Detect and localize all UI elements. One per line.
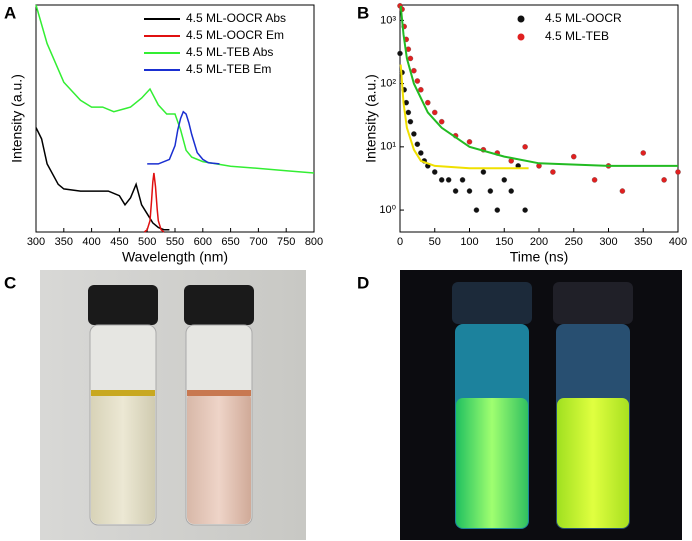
line <box>35 127 170 231</box>
point <box>397 50 403 57</box>
point <box>411 131 417 137</box>
x-tick-label: 0 <box>397 236 403 248</box>
y-tick-label: 10² <box>380 78 396 90</box>
photo-vials-uv <box>400 270 682 540</box>
point <box>438 118 445 125</box>
x-axis-title: Wavelength (nm) <box>122 249 228 265</box>
point <box>452 188 459 194</box>
x-tick-label: 250 <box>565 236 583 248</box>
x-tick-label: 100 <box>460 236 478 248</box>
point <box>431 109 438 116</box>
point <box>445 177 452 183</box>
point <box>480 169 487 175</box>
legend-label: 4.5 ML-TEB <box>545 29 609 43</box>
point <box>640 150 647 156</box>
point <box>418 150 424 156</box>
legend-label: 4.5 ML-TEB Abs <box>186 45 273 59</box>
x-tick-label: 350 <box>55 236 73 248</box>
point <box>550 169 556 175</box>
x-tick-label: 50 <box>429 236 441 248</box>
x-tick-label: 300 <box>27 236 45 248</box>
point <box>571 153 577 160</box>
legend-label: 4.5 ML-TEB Em <box>186 62 271 76</box>
x-tick-label: 500 <box>138 236 156 248</box>
photo-vials-daylight <box>40 270 306 540</box>
y-tick-label: 10¹ <box>380 141 396 153</box>
legend-label: 4.5 ML-OOCR Em <box>186 28 284 42</box>
legend-swatch <box>517 33 525 41</box>
panel-label: D <box>357 273 369 292</box>
x-tick-label: 300 <box>599 236 617 248</box>
y-tick-label: 10³ <box>380 14 396 26</box>
point <box>619 188 626 194</box>
legend-label: 4.5 ML-OOCR <box>545 11 622 25</box>
plot-frame <box>399 4 679 233</box>
point <box>407 55 414 62</box>
x-tick-label: 550 <box>166 236 184 248</box>
point <box>591 177 598 183</box>
x-tick-label: 400 <box>669 236 687 248</box>
x-tick-label: 600 <box>194 236 212 248</box>
point <box>661 177 667 183</box>
x-tick-label: 200 <box>530 236 548 248</box>
point <box>411 67 417 74</box>
point <box>522 207 528 213</box>
x-tick-label: 650 <box>221 236 239 248</box>
line <box>143 172 165 233</box>
x-tick-label: 700 <box>249 236 267 248</box>
x-axis-title: Time (ns) <box>510 249 569 265</box>
legend-swatch <box>517 15 525 23</box>
point <box>473 207 480 213</box>
panel-label: B <box>357 3 369 22</box>
x-tick-label: 750 <box>277 236 295 248</box>
legend-label: 4.5 ML-OOCR Abs <box>186 11 286 25</box>
y-axis-title: Intensity (a.u.) <box>363 74 379 163</box>
point <box>675 169 681 175</box>
point <box>425 99 431 106</box>
y-axis-title: Intensity (a.u.) <box>9 74 25 163</box>
x-tick-label: 150 <box>495 236 513 248</box>
panel-label: C <box>4 273 16 292</box>
point <box>418 86 424 93</box>
point <box>405 109 412 116</box>
point <box>438 177 445 183</box>
fit-line <box>399 64 529 170</box>
line <box>35 4 315 174</box>
point <box>459 177 466 183</box>
point <box>501 177 507 183</box>
x-tick-label: 800 <box>305 236 323 248</box>
point <box>494 207 501 213</box>
point <box>508 188 514 194</box>
point <box>414 141 421 147</box>
point <box>522 144 528 150</box>
point <box>414 78 421 84</box>
y-tick-label: 10⁰ <box>379 204 396 216</box>
fit-line <box>399 5 678 167</box>
point <box>487 188 494 194</box>
panel-label: A <box>4 3 16 22</box>
line <box>147 110 220 165</box>
point <box>431 169 438 175</box>
x-tick-label: 450 <box>110 236 128 248</box>
point <box>466 188 473 194</box>
x-tick-label: 400 <box>82 236 100 248</box>
point <box>466 139 473 145</box>
x-tick-label: 350 <box>634 236 652 248</box>
point <box>407 118 414 125</box>
